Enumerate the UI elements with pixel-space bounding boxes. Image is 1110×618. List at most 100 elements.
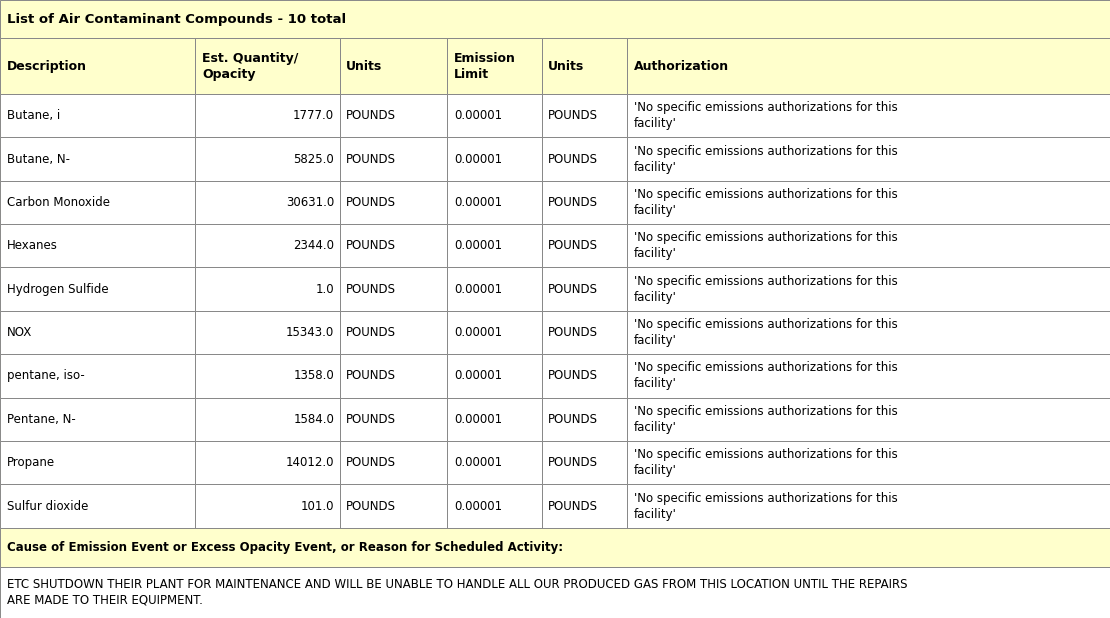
- Bar: [542, 441, 627, 485]
- Bar: [195, 441, 340, 485]
- Text: 'No specific emissions authorizations for this
facility': 'No specific emissions authorizations fo…: [634, 145, 898, 174]
- Bar: [447, 311, 542, 354]
- Bar: [0, 94, 195, 137]
- Bar: [542, 137, 627, 180]
- Text: Carbon Monoxide: Carbon Monoxide: [7, 196, 110, 209]
- Text: Cause of Emission Event or Excess Opacity Event, or Reason for Scheduled Activit: Cause of Emission Event or Excess Opacit…: [7, 541, 563, 554]
- Text: 14012.0: 14012.0: [285, 456, 334, 469]
- Bar: [627, 354, 1110, 397]
- Text: 0.00001: 0.00001: [454, 456, 502, 469]
- Text: 'No specific emissions authorizations for this
facility': 'No specific emissions authorizations fo…: [634, 362, 898, 391]
- Text: 'No specific emissions authorizations for this
facility': 'No specific emissions authorizations fo…: [634, 448, 898, 477]
- Bar: [542, 397, 627, 441]
- Bar: [627, 485, 1110, 528]
- Bar: [0, 354, 195, 397]
- Text: 'No specific emissions authorizations for this
facility': 'No specific emissions authorizations fo…: [634, 318, 898, 347]
- Text: POUNDS: POUNDS: [548, 413, 598, 426]
- Text: POUNDS: POUNDS: [548, 370, 598, 383]
- Text: Authorization: Authorization: [634, 59, 729, 73]
- Text: 15343.0: 15343.0: [286, 326, 334, 339]
- Text: 'No specific emissions authorizations for this
facility': 'No specific emissions authorizations fo…: [634, 274, 898, 303]
- Bar: [195, 137, 340, 180]
- Text: POUNDS: POUNDS: [346, 413, 396, 426]
- Bar: [542, 224, 627, 268]
- Bar: [447, 180, 542, 224]
- Bar: [340, 354, 447, 397]
- Text: POUNDS: POUNDS: [548, 153, 598, 166]
- Text: POUNDS: POUNDS: [346, 196, 396, 209]
- Text: Butane, N-: Butane, N-: [7, 153, 70, 166]
- Bar: [0, 0, 1110, 38]
- Text: 0.00001: 0.00001: [454, 153, 502, 166]
- Text: 0.00001: 0.00001: [454, 370, 502, 383]
- Bar: [0, 485, 195, 528]
- Bar: [627, 180, 1110, 224]
- Text: 5825.0: 5825.0: [293, 153, 334, 166]
- Text: 1358.0: 1358.0: [293, 370, 334, 383]
- Text: 1777.0: 1777.0: [293, 109, 334, 122]
- Bar: [195, 311, 340, 354]
- Text: 0.00001: 0.00001: [454, 196, 502, 209]
- Text: ETC SHUTDOWN THEIR PLANT FOR MAINTENANCE AND WILL BE UNABLE TO HANDLE ALL OUR PR: ETC SHUTDOWN THEIR PLANT FOR MAINTENANCE…: [7, 578, 907, 607]
- Bar: [447, 485, 542, 528]
- Text: 1.0: 1.0: [315, 282, 334, 295]
- Text: 30631.0: 30631.0: [286, 196, 334, 209]
- Bar: [627, 38, 1110, 94]
- Text: 'No specific emissions authorizations for this
facility': 'No specific emissions authorizations fo…: [634, 491, 898, 520]
- Text: 0.00001: 0.00001: [454, 239, 502, 252]
- Bar: [542, 268, 627, 311]
- Text: 1584.0: 1584.0: [293, 413, 334, 426]
- Bar: [0, 180, 195, 224]
- Text: POUNDS: POUNDS: [346, 370, 396, 383]
- Bar: [195, 180, 340, 224]
- Text: 0.00001: 0.00001: [454, 282, 502, 295]
- Bar: [340, 38, 447, 94]
- Bar: [195, 224, 340, 268]
- Text: Est. Quantity/
Opacity: Est. Quantity/ Opacity: [202, 52, 299, 80]
- Text: 2344.0: 2344.0: [293, 239, 334, 252]
- Bar: [195, 268, 340, 311]
- Bar: [195, 38, 340, 94]
- Text: POUNDS: POUNDS: [346, 239, 396, 252]
- Text: POUNDS: POUNDS: [346, 326, 396, 339]
- Bar: [0, 528, 1110, 567]
- Bar: [195, 485, 340, 528]
- Bar: [340, 224, 447, 268]
- Bar: [0, 224, 195, 268]
- Bar: [340, 485, 447, 528]
- Text: 'No specific emissions authorizations for this
facility': 'No specific emissions authorizations fo…: [634, 188, 898, 217]
- Text: POUNDS: POUNDS: [346, 282, 396, 295]
- Text: pentane, iso-: pentane, iso-: [7, 370, 84, 383]
- Bar: [340, 268, 447, 311]
- Text: 'No specific emissions authorizations for this
facility': 'No specific emissions authorizations fo…: [634, 231, 898, 260]
- Bar: [447, 224, 542, 268]
- Bar: [627, 311, 1110, 354]
- Text: 101.0: 101.0: [301, 499, 334, 512]
- Text: POUNDS: POUNDS: [548, 282, 598, 295]
- Text: POUNDS: POUNDS: [548, 196, 598, 209]
- Text: Emission
Limit: Emission Limit: [454, 52, 516, 80]
- Bar: [0, 311, 195, 354]
- Bar: [542, 354, 627, 397]
- Text: Butane, i: Butane, i: [7, 109, 60, 122]
- Bar: [0, 397, 195, 441]
- Bar: [447, 38, 542, 94]
- Text: POUNDS: POUNDS: [548, 239, 598, 252]
- Bar: [447, 441, 542, 485]
- Bar: [340, 311, 447, 354]
- Text: List of Air Contaminant Compounds - 10 total: List of Air Contaminant Compounds - 10 t…: [7, 12, 346, 26]
- Bar: [0, 38, 195, 94]
- Text: Description: Description: [7, 59, 87, 73]
- Bar: [195, 94, 340, 137]
- Bar: [542, 38, 627, 94]
- Text: 0.00001: 0.00001: [454, 109, 502, 122]
- Text: NOX: NOX: [7, 326, 32, 339]
- Text: POUNDS: POUNDS: [346, 499, 396, 512]
- Bar: [447, 137, 542, 180]
- Bar: [0, 137, 195, 180]
- Text: 0.00001: 0.00001: [454, 413, 502, 426]
- Text: POUNDS: POUNDS: [548, 109, 598, 122]
- Bar: [195, 354, 340, 397]
- Bar: [627, 94, 1110, 137]
- Text: POUNDS: POUNDS: [346, 109, 396, 122]
